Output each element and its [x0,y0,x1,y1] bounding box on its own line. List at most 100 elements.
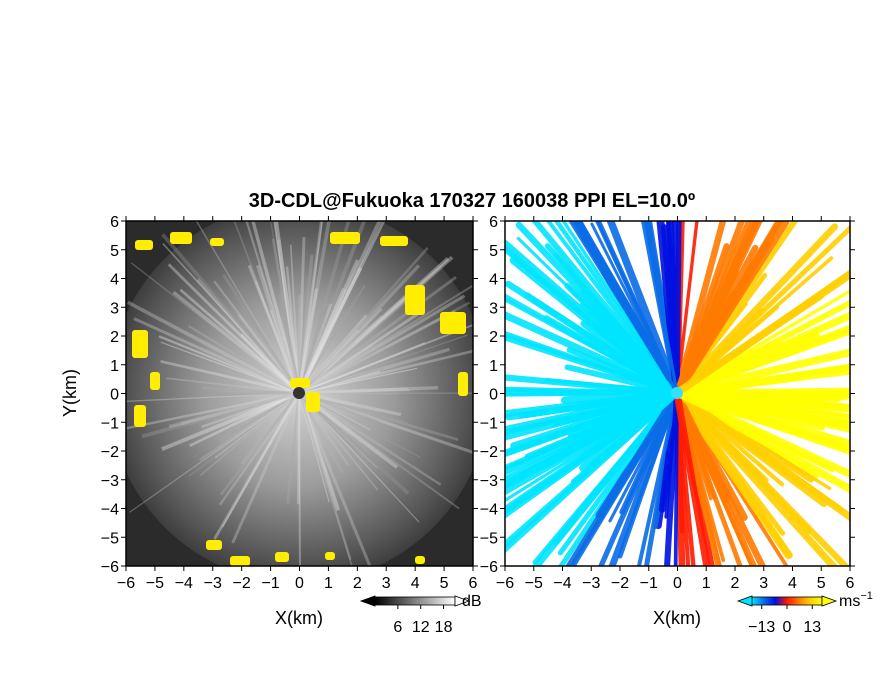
echo-ray [247,264,301,394]
echo-ray [297,295,302,394]
echo-ray [286,392,301,504]
velocity-ray [673,221,790,397]
echo-ray [271,238,301,394]
highlight-patch [405,285,425,315]
echo-ray [297,324,370,395]
echo-ray [298,392,330,503]
echo-ray [275,221,300,394]
echo-ray [162,243,300,394]
right-colorbar-low-arrow [736,595,753,607]
echo-ray [297,221,323,394]
velocity-ray [664,389,681,566]
echo-ray [297,392,341,511]
echo-ray [298,308,383,394]
highlight-patch [415,556,425,564]
velocity-ray [505,390,680,554]
right-velocity-rays [505,221,850,566]
echo-ray [179,288,300,395]
echo-ray [189,391,300,447]
right-axis-ticks: −6 −5 −4 −3 −2 −1 0 1 2 3 4 5 6 −6 −5 −4 −3 −2 −1 0 1 2 3 4 5 6 [480,214,855,592]
left-axis-ticks: −6 −5 −4 −3 −2 −1 0 1 2 3 4 5 6 −6 −5 −4 −3 −2 −1 0 1 2 3 4 5 6 [101,214,478,592]
left-colorbar-ticks: 6 12 18 [393,605,453,636]
echo-ray [165,377,300,394]
echo-ray [297,237,306,394]
echo-ray [298,392,420,523]
velocity-ray [673,311,850,397]
echo-ray [297,294,335,394]
echo-ray [298,392,301,566]
highlight-patch [134,405,146,427]
right-colorbar-unit-exponent: −1 [860,590,873,602]
echo-ray [298,287,344,394]
right-colorbar-ticks: −13 0 13 [748,605,821,636]
left-colorbar-high-arrow [454,595,471,607]
left-colorbar-bar [374,596,456,606]
left-x-axis-label: X(km) [275,608,323,628]
echo-ray [297,257,450,395]
x-tick-label: −6 [117,575,135,592]
x-tick-label: 4 [411,575,420,592]
velocity-ray [505,389,681,490]
echo-ray [298,391,459,441]
echo-ray [298,386,439,395]
right-colorbar-high-arrow [821,595,838,607]
echo-ray [141,391,300,439]
echo-ray [130,262,300,394]
highlight-patch [170,232,192,244]
echo-ray [161,391,300,452]
echo-ray [160,359,300,395]
y-tick-label: 3 [110,300,119,317]
echo-ray [254,280,300,394]
echo-ray [297,315,384,395]
echo-ray [213,280,300,394]
echo-ray [297,247,429,394]
echo-ray [218,391,300,443]
x-tick-label: 3 [759,575,768,592]
colorbar-tick-label: −13 [748,619,775,636]
velocity-ray [673,348,850,397]
right-panel: −6 −5 −4 −3 −2 −1 0 1 2 3 4 5 6 −6 −5 −4 −3 −2 −1 0 1 2 3 4 5 6 X… [480,214,873,636]
y-tick-label: 4 [489,272,498,289]
echo-ray [192,392,300,458]
right-colorbar-unit: ms−1 [839,590,873,610]
echo-ray [214,391,300,396]
colorbar-tick-label: 0 [783,619,792,636]
echo-ray [195,221,300,394]
colorbar-tick-label: 6 [393,619,402,636]
x-tick-label: 2 [731,575,740,592]
highlight-patch [230,556,250,566]
velocity-ray [666,221,680,396]
y-tick-label: −1 [101,415,119,432]
x-tick-label: −4 [553,575,571,592]
x-tick-label: 2 [353,575,362,592]
y-tick-label: 2 [489,329,498,346]
echo-ray [233,221,300,394]
x-tick-label: −3 [204,575,222,592]
y-tick-label: 1 [489,358,498,375]
highlight-patch [458,372,468,396]
echo-ray [206,348,300,394]
right-x-axis-label: X(km) [653,608,701,628]
x-tick-label: 5 [817,575,826,592]
velocity-ray [673,270,850,397]
echo-ray [298,392,353,566]
echo-ray [172,290,301,395]
echo-ray [167,263,300,394]
x-tick-label: −1 [261,575,279,592]
echo-ray [289,244,300,394]
left-highlight-patches [132,232,468,566]
y-tick-label: −5 [480,530,498,547]
left-colorbar-unit: dB [462,593,482,610]
highlight-patch [325,552,335,560]
echo-ray [297,288,347,394]
y-tick-label: 0 [489,387,498,404]
echo-ray [251,221,301,394]
x-tick-label: 3 [382,575,391,592]
echo-ray [255,264,301,394]
echo-ray [277,292,301,394]
y-tick-label: 5 [110,243,119,260]
x-tick-label: −3 [582,575,600,592]
velocity-ray [674,390,743,566]
velocity-ray [505,280,681,397]
